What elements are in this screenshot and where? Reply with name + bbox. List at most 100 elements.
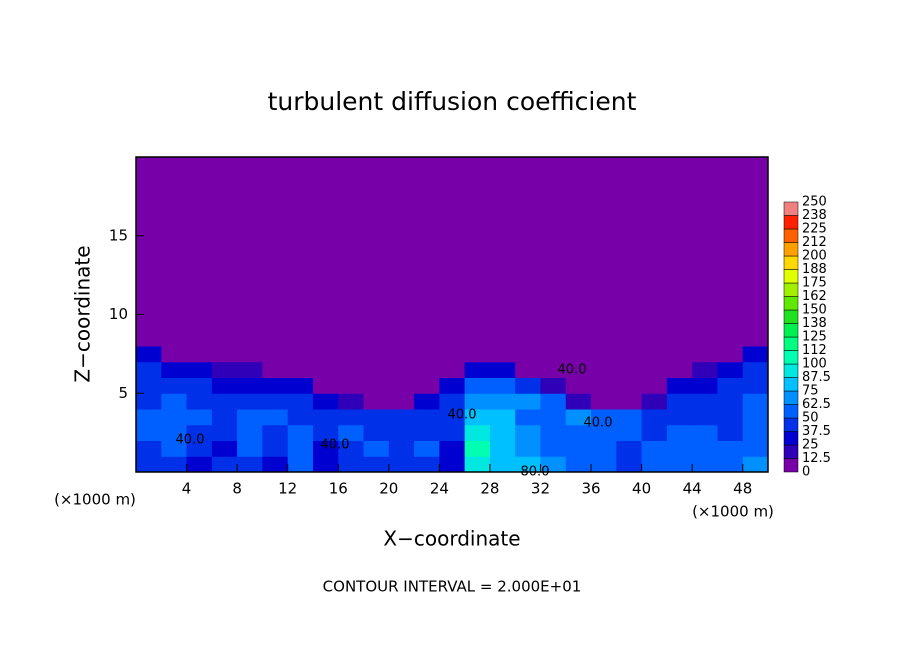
heat-cell [692, 440, 718, 457]
colorbar-bin [783, 336, 799, 351]
heat-cell [388, 393, 415, 410]
heat-cell [515, 456, 541, 473]
heat-cell [464, 377, 491, 394]
heat-cell [287, 346, 314, 363]
heat-cell [692, 330, 718, 347]
heat-cell [338, 314, 365, 331]
heat-cell [692, 377, 718, 394]
heat-cell [312, 424, 339, 441]
heat-cell [515, 346, 541, 363]
heat-cell [616, 440, 643, 457]
heat-cell [414, 377, 440, 394]
heat-cell [262, 330, 289, 347]
heat-cell [237, 346, 263, 363]
heat-cell [717, 346, 744, 363]
colorbar-label: 162 [802, 289, 827, 304]
contour-label: 40.0 [176, 433, 205, 448]
heat-cell [414, 346, 440, 363]
heat-cell [388, 424, 415, 441]
heat-cell [641, 440, 668, 457]
heat-cell [237, 314, 263, 331]
heat-cell [565, 456, 592, 473]
x-tick-label: 24 [430, 480, 449, 498]
contour-label: 40.0 [448, 408, 477, 423]
heat-cell [388, 409, 415, 426]
heat-cell [186, 456, 213, 473]
heat-cell [161, 330, 188, 347]
heat-cell [312, 377, 339, 394]
heat-cell [414, 393, 440, 410]
heat-cell [742, 393, 769, 410]
heat-cell [363, 409, 390, 426]
heat-cell [262, 393, 289, 410]
heat-cell [692, 314, 718, 331]
colorbar-label: 62.5 [802, 397, 831, 412]
colorbar-label: 138 [802, 316, 827, 331]
heat-cell [717, 409, 744, 426]
heat-cell [237, 409, 263, 426]
heat-cell [515, 409, 541, 426]
colorbar-bin [783, 282, 799, 297]
heat-cell [414, 330, 440, 347]
colorbar-label: 12.5 [802, 451, 831, 466]
heat-cell [211, 330, 238, 347]
heat-cell [489, 361, 516, 378]
heat-cell [161, 424, 188, 441]
heat-cell [742, 330, 769, 347]
contour-label: 40.0 [584, 416, 613, 431]
y-tick-label: 15 [109, 226, 128, 244]
heat-cell [692, 393, 718, 410]
heat-cell [414, 409, 440, 426]
heat-cell [515, 330, 541, 347]
heat-cell [666, 393, 693, 410]
heat-cell [237, 456, 263, 473]
heat-cell [136, 440, 162, 457]
heat-cell [136, 424, 162, 441]
heat-cell [565, 409, 592, 426]
colorbar-bin [783, 350, 799, 365]
y-tick-label: 10 [109, 305, 128, 323]
heat-cell [591, 440, 617, 457]
heat-cell [237, 361, 263, 378]
heat-cell [186, 346, 213, 363]
heat-cell [388, 330, 415, 347]
heat-cell [540, 424, 567, 441]
heat-cell [237, 393, 263, 410]
heat-cell [641, 361, 668, 378]
heat-cell [515, 361, 541, 378]
heat-cell [616, 456, 643, 473]
heat-cell [186, 330, 213, 347]
heat-cell [262, 456, 289, 473]
heat-cell [489, 346, 516, 363]
heat-cell [439, 440, 466, 457]
heat-cell [464, 346, 491, 363]
heat-cell [591, 456, 617, 473]
colorbar-bin [783, 404, 799, 419]
heat-cell [515, 440, 541, 457]
heat-cell [363, 456, 390, 473]
heat-cell [211, 440, 238, 457]
x-tick-label: 32 [531, 480, 550, 498]
heat-cell [338, 330, 365, 347]
colorbar-bin [783, 309, 799, 324]
heat-cell [186, 361, 213, 378]
colorbar-label: 75 [802, 384, 819, 399]
heat-cell [262, 440, 289, 457]
heat-cell [489, 456, 516, 473]
heat-cell [464, 330, 491, 347]
heat-cell [388, 346, 415, 363]
x-tick-label: 28 [480, 480, 499, 498]
heat-cell [666, 361, 693, 378]
heat-cell [565, 346, 592, 363]
heat-cell [161, 377, 188, 394]
heat-cell [616, 361, 643, 378]
heat-cell [489, 424, 516, 441]
heat-cell [211, 314, 238, 331]
colorbar-bin [783, 242, 799, 257]
colorbar-label: 200 [802, 249, 827, 264]
x-tick-label: 40 [632, 480, 651, 498]
heat-cell [641, 346, 668, 363]
heat-cell [186, 409, 213, 426]
x-tick-label: 48 [733, 480, 752, 498]
heat-cell [464, 424, 491, 441]
